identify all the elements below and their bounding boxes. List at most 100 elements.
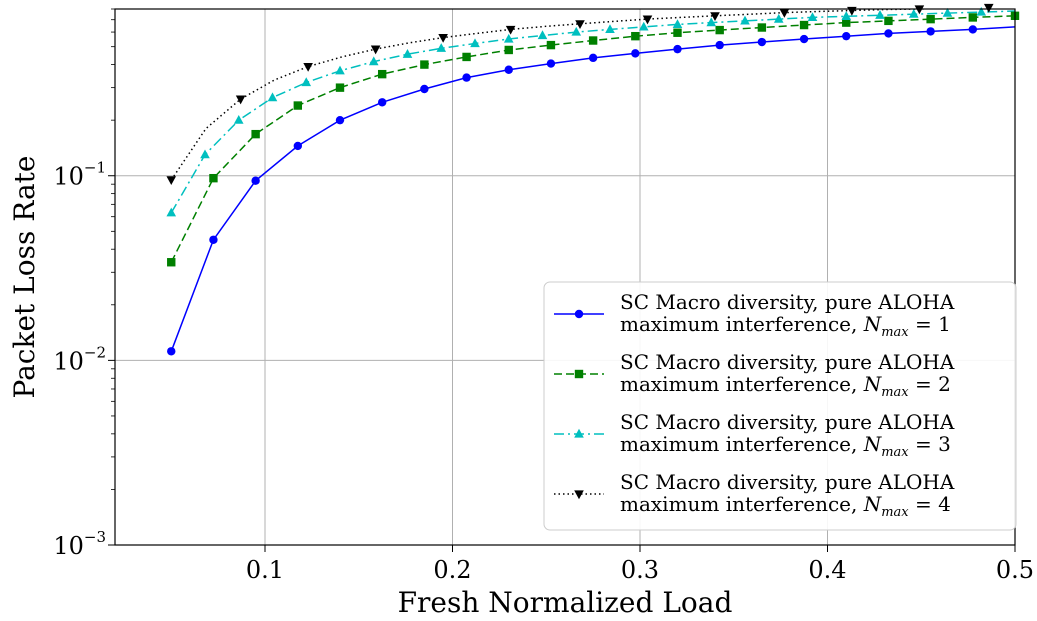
legend-label-line2: maximum interference, Nmax = 2 — [620, 372, 951, 400]
data-point — [546, 59, 556, 68]
data-point — [779, 8, 790, 18]
data-point — [166, 207, 177, 217]
axis-ticks — [108, 8, 1016, 552]
data-point — [167, 258, 176, 267]
data-point — [968, 25, 978, 34]
data-point — [942, 7, 953, 17]
data-point — [715, 25, 724, 35]
data-point — [235, 95, 246, 105]
data-point — [926, 27, 935, 36]
data-point — [251, 129, 260, 139]
data-point — [976, 6, 987, 16]
data-point — [968, 13, 978, 22]
legend-sub: max — [881, 385, 909, 400]
y-tick-label: 10−3 — [53, 528, 106, 560]
data-point — [884, 16, 893, 26]
y-tick-exponent: −3 — [84, 528, 106, 546]
data-point — [167, 347, 176, 356]
data-point — [642, 15, 653, 25]
data-point — [574, 369, 584, 379]
legend-eq: = 1 — [909, 312, 951, 336]
data-point — [301, 77, 312, 87]
x-tick-label: 0.1 — [246, 556, 284, 584]
y-axis-title: Packet Loss Rate — [8, 156, 41, 399]
y-tick-base: 10 — [53, 532, 84, 560]
data-point — [209, 235, 218, 244]
legend-label-line1: SC Macro diversity, pure ALOHA — [620, 290, 955, 314]
data-point — [673, 28, 682, 37]
data-point — [575, 20, 585, 30]
plot-frame — [114, 8, 1016, 546]
data-point — [574, 490, 584, 500]
y-tick-label: 10−1 — [53, 159, 106, 191]
data-point — [377, 98, 387, 107]
data-point — [638, 21, 649, 31]
data-point — [574, 309, 584, 319]
data-point — [926, 14, 935, 24]
axis-tick-labels: 0.1 0.2 0.3 0.4 0.510−310−210−1 — [53, 159, 1034, 584]
data-point — [740, 15, 750, 25]
data-point — [293, 141, 303, 151]
data-point — [631, 31, 640, 41]
y-tick-exponent: −2 — [84, 343, 106, 361]
data-point — [588, 53, 598, 63]
data-point — [799, 20, 809, 30]
data-point — [631, 49, 640, 58]
data-point — [209, 173, 218, 183]
data-point — [605, 24, 615, 34]
legend-line2-prefix: maximum interference, — [620, 432, 864, 456]
data-point — [335, 65, 345, 75]
legend-sub: max — [881, 445, 909, 460]
legend-var: N — [863, 492, 883, 516]
data-point — [914, 5, 925, 15]
legend-var: N — [863, 372, 883, 396]
data-point — [293, 101, 303, 110]
y-tick-base: 10 — [53, 163, 84, 191]
legend-label-line1: SC Macro diversity, pure ALOHA — [620, 410, 955, 434]
x-tick-label: 0.2 — [433, 556, 471, 584]
legend-line2-prefix: maximum interference, — [620, 492, 864, 516]
data-point — [370, 45, 381, 55]
legend-label-line2: maximum interference, Nmax = 4 — [620, 492, 951, 520]
y-tick-base: 10 — [53, 347, 84, 375]
series-line — [170, 10, 1015, 214]
data-point — [571, 26, 582, 36]
data-point — [438, 33, 448, 43]
data-point — [368, 56, 379, 66]
legend-eq: = 2 — [909, 372, 951, 396]
data-point — [377, 69, 387, 79]
data-point — [773, 13, 784, 23]
legend-label-line1: SC Macro diversity, pure ALOHA — [620, 470, 955, 494]
data-point — [841, 11, 852, 20]
x-tick-label: 0.3 — [621, 556, 659, 584]
data-point — [574, 428, 584, 438]
legend-var: N — [863, 432, 883, 456]
data-point — [420, 84, 429, 94]
data-point — [470, 38, 480, 48]
data-point — [842, 31, 851, 41]
data-point — [710, 12, 720, 21]
data-point — [983, 3, 994, 13]
legend-line2-prefix: maximum interference, — [620, 372, 864, 396]
data-point — [504, 65, 513, 74]
data-point — [436, 43, 447, 52]
legend-sub: max — [881, 505, 909, 520]
data-point — [546, 40, 556, 50]
legend-sub: max — [881, 325, 909, 340]
legend-line2-prefix: maximum interference, — [620, 312, 864, 336]
data-point — [757, 23, 767, 32]
data-point — [807, 12, 818, 22]
legend-frame — [543, 281, 1017, 531]
data-point — [505, 25, 516, 35]
data-point — [200, 149, 210, 159]
data-point — [420, 60, 429, 69]
data-point — [303, 63, 313, 72]
y-tick-label: 10−2 — [53, 343, 106, 375]
data-point — [402, 49, 413, 58]
data-point — [462, 73, 471, 82]
data-point — [884, 29, 893, 38]
data-point — [875, 10, 885, 19]
data-point — [673, 44, 682, 54]
